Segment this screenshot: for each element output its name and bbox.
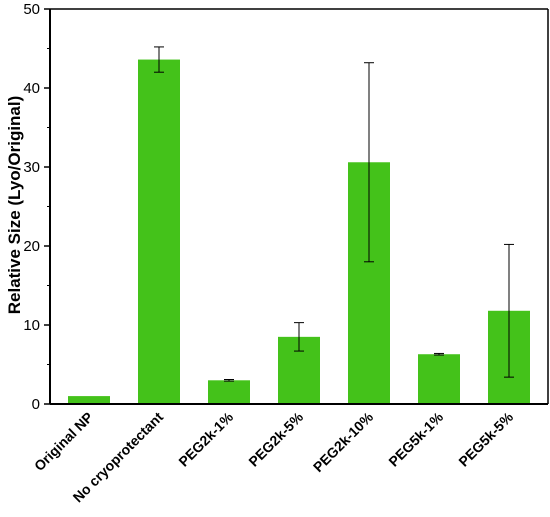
- y-tick-label-1: 10: [23, 317, 40, 334]
- error-bar-3: [294, 322, 304, 352]
- bar-2: [208, 380, 250, 404]
- error-bars-group: [154, 46, 514, 382]
- x-tick-label-6: PEG5k-5%: [455, 408, 516, 469]
- x-tick-label-0: Original NP: [31, 409, 96, 474]
- error-bar-1: [154, 46, 164, 73]
- y-tick-label-0: 0: [32, 396, 40, 413]
- bars-group: [68, 59, 530, 405]
- x-tick-label-2: PEG2k-1%: [175, 408, 236, 469]
- x-tick-label-3: PEG2k-5%: [245, 408, 306, 469]
- x-tick-label-4: PEG2k-10%: [310, 408, 377, 475]
- error-bar-6: [504, 243, 514, 378]
- bar-1: [138, 59, 180, 405]
- y-tick-label-5: 50: [23, 1, 40, 18]
- error-bar-5: [434, 352, 444, 356]
- bar-5: [418, 354, 460, 404]
- error-bar-2: [224, 379, 234, 382]
- y-ticks-group: 0 10 20 30 40 50: [23, 1, 50, 413]
- y-tick-label-4: 40: [23, 80, 40, 97]
- y-tick-label-3: 30: [23, 159, 40, 176]
- x-tick-label-5: PEG5k-1%: [385, 408, 446, 469]
- error-bar-4: [364, 62, 374, 263]
- y-axis-title: Relative Size (Lyo/Original): [5, 96, 24, 315]
- bar-0: [68, 396, 110, 404]
- y-tick-label-2: 20: [23, 238, 40, 255]
